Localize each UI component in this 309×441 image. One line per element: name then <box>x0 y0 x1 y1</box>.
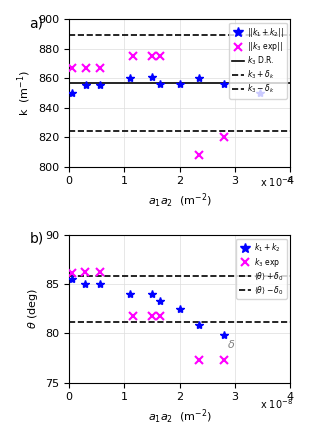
X-axis label: $a_1a_2$  (m$^{-2}$): $a_1a_2$ (m$^{-2}$) <box>148 192 212 210</box>
Y-axis label: k  (m$^{-1}$): k (m$^{-1}$) <box>15 70 33 116</box>
Text: $\delta$: $\delta$ <box>227 338 235 350</box>
Text: b): b) <box>29 232 44 246</box>
X-axis label: $a_1a_2$  (m$^{-2}$): $a_1a_2$ (m$^{-2}$) <box>148 408 212 426</box>
Legend: $k_1+k_2$, $k_3$ exp, $\langle\theta\rangle+\delta_0$, $\langle\theta\rangle-\de: $k_1+k_2$, $k_3$ exp, $\langle\theta\ran… <box>236 239 287 299</box>
Y-axis label: $\theta$ (deg): $\theta$ (deg) <box>26 288 40 329</box>
Legend: $||k_1+k_2||$, $||k_3$ exp$||$, $k_3$ D.R., $k_3+\delta_k$, $k_3-\delta_k$: $||k_1+k_2||$, $||k_3$ exp$||$, $k_3$ D.… <box>229 23 287 98</box>
Text: x 10$^{-8}$: x 10$^{-8}$ <box>260 176 293 189</box>
Text: x 10$^{-8}$: x 10$^{-8}$ <box>260 397 293 411</box>
Text: a): a) <box>29 16 43 30</box>
